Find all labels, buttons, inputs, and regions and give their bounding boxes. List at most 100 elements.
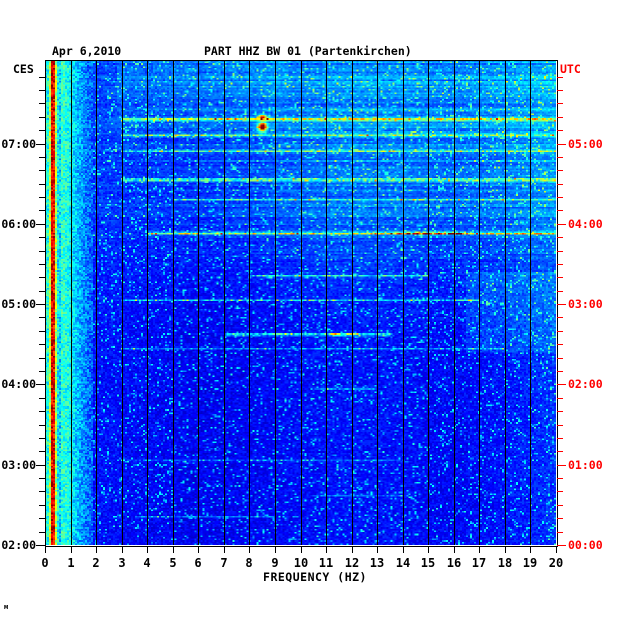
x-axis-title: FREQUENCY (HZ) [263,570,367,584]
x-axis-tick-label: 8 [245,556,253,570]
left-axis-minor-tick [39,170,45,171]
right-axis-minor-tick [557,451,563,452]
gridline-vertical [301,60,302,545]
gridline-vertical [479,60,480,545]
right-axis-tick [557,224,566,225]
x-axis-tick [96,546,97,553]
plot-station-title: PART HHZ BW 01 (Partenkirchen) [204,44,412,58]
x-axis-tick [556,546,557,553]
right-axis-minor-tick [557,478,563,479]
left-axis-minor-tick [39,411,45,412]
x-axis-tick [301,546,302,553]
right-axis-minor-tick [557,344,563,345]
gridline-vertical [352,60,353,545]
gridline-vertical [147,60,148,545]
x-axis-tick [249,546,250,553]
right-axis-tick [557,384,566,385]
x-axis-tick-label: 2 [92,556,100,570]
right-axis-minor-tick [557,291,563,292]
gridline-vertical [122,60,123,545]
left-axis-label: CES [13,62,34,76]
gridline-vertical [403,60,404,545]
left-axis-tick-label: 03:00 [1,458,36,472]
left-axis-minor-tick [39,157,45,158]
right-axis-minor-tick [557,157,563,158]
left-axis-minor-tick [39,371,45,372]
right-axis-minor-tick [557,103,563,104]
right-axis-tick-label: 00:00 [568,538,603,552]
gridline-vertical [71,60,72,545]
right-axis-tick-label: 02:00 [568,377,603,391]
x-axis-tick [352,546,353,553]
gridline-vertical [96,60,97,545]
right-axis-minor-tick [557,371,563,372]
x-axis-tick [122,546,123,553]
right-axis-minor-tick [557,251,563,252]
left-axis-minor-tick [39,264,45,265]
right-axis-minor-tick [557,505,563,506]
left-axis-minor-tick [39,331,45,332]
right-axis-minor-tick [557,411,563,412]
left-axis-minor-tick [39,491,45,492]
right-axis-minor-tick [557,438,563,439]
right-axis-label: UTC [560,62,581,76]
left-axis-minor-tick [39,344,45,345]
left-axis-minor-tick [39,197,45,198]
x-axis-tick-label: 14 [395,556,411,570]
x-axis-tick [224,546,225,553]
left-axis-tick [36,304,45,305]
left-axis-tick [36,384,45,385]
left-axis-minor-tick [39,532,45,533]
x-axis-tick [45,546,46,553]
right-axis-minor-tick [557,197,563,198]
right-axis-tick-label: 04:00 [568,217,603,231]
left-axis-minor-tick [39,425,45,426]
left-axis-tick-label: 05:00 [1,297,36,311]
right-axis-minor-tick [557,317,563,318]
right-axis-minor-tick [557,518,563,519]
left-axis-tick-label: 06:00 [1,217,36,231]
right-axis-minor-tick [557,331,563,332]
left-axis-tick-label: 07:00 [1,137,36,151]
left-axis-minor-tick [39,210,45,211]
left-axis-tick [36,224,45,225]
left-axis-minor-tick [39,77,45,78]
x-axis-tick-label: 11 [318,556,334,570]
left-axis-minor-tick [39,317,45,318]
x-axis-tick [71,546,72,553]
x-axis-tick-label: 18 [497,556,513,570]
left-axis-minor-tick [39,505,45,506]
gridline-vertical [249,60,250,545]
gridline-vertical [505,60,506,545]
gridline-vertical [326,60,327,545]
right-axis-minor-tick [557,358,563,359]
left-axis-minor-tick [39,451,45,452]
right-axis-minor-tick [557,130,563,131]
spectrogram-plot-area [45,60,556,545]
x-axis-tick-label: 17 [471,556,487,570]
right-axis-minor-tick [557,170,563,171]
left-axis-minor-tick [39,117,45,118]
right-axis-minor-tick [557,532,563,533]
left-axis-minor-tick [39,358,45,359]
right-axis-tick [557,144,566,145]
left-axis-tick [36,144,45,145]
x-axis-tick-label: 19 [522,556,538,570]
x-axis-tick [275,546,276,553]
x-axis-tick [530,546,531,553]
right-axis-minor-tick [557,77,563,78]
right-axis-minor-tick [557,425,563,426]
right-axis-minor-tick [557,277,563,278]
gridline-vertical [275,60,276,545]
x-axis-tick [147,546,148,553]
left-axis-tick-label: 02:00 [1,538,36,552]
gridline-vertical [198,60,199,545]
spectrogram-canvas [45,60,556,545]
left-axis-minor-tick [39,90,45,91]
x-axis-tick-label: 20 [548,556,564,570]
right-axis-tick [557,545,566,546]
x-axis-tick-label: 7 [220,556,228,570]
left-axis-minor-tick [39,438,45,439]
right-axis-tick-label: 01:00 [568,458,603,472]
